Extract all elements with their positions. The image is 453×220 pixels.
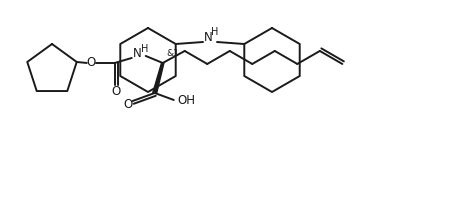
Text: N: N — [204, 31, 212, 44]
Text: &1: &1 — [167, 50, 179, 59]
Text: H: H — [141, 44, 149, 54]
Text: N: N — [133, 48, 142, 60]
Text: O: O — [111, 85, 120, 99]
Text: O: O — [86, 57, 95, 70]
Polygon shape — [153, 63, 164, 93]
Text: O: O — [123, 99, 132, 112]
Text: H: H — [211, 27, 219, 37]
Text: OH: OH — [178, 94, 196, 107]
